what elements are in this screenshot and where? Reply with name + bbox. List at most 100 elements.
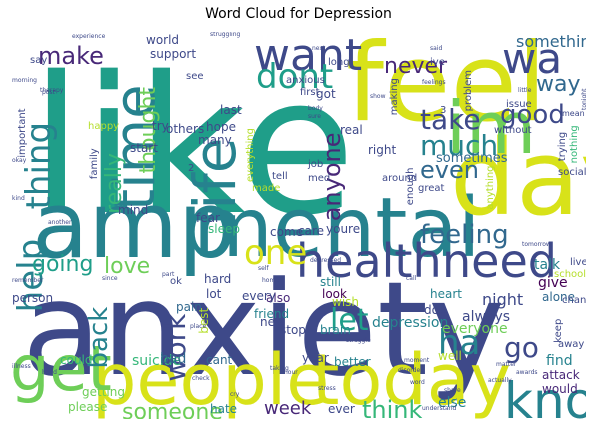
word-home: home <box>262 277 280 284</box>
word-change: change <box>562 295 586 306</box>
word-head: head <box>42 369 57 376</box>
word-stress: stress <box>318 385 336 392</box>
word-remember: remember <box>12 277 44 284</box>
word-hate: hate <box>210 402 238 416</box>
word-going: going <box>32 252 94 277</box>
word-see: see <box>186 71 204 82</box>
word-today: today <box>312 339 512 419</box>
word-enough: enough <box>405 167 416 206</box>
word-heart: heart <box>430 287 462 301</box>
word-better: better <box>334 355 371 369</box>
word-body: body <box>308 105 323 112</box>
word-another: another <box>48 219 72 226</box>
word-week: week <box>264 398 312 419</box>
word-self: self <box>258 265 269 272</box>
word-every: every <box>242 289 276 303</box>
word-sure: sure <box>308 113 321 120</box>
word-morning: morning <box>12 77 37 84</box>
word-everything: everything <box>245 128 256 182</box>
word-good: good <box>500 100 565 130</box>
word-alone: alone <box>542 290 576 304</box>
word-cant: cant <box>206 353 233 367</box>
word-something: something <box>516 32 586 51</box>
word-others: others <box>166 122 205 136</box>
word-anything: anything <box>485 165 496 210</box>
word-cry: cry <box>230 391 240 398</box>
word-understand: understand <box>422 405 457 412</box>
word-way: way <box>536 72 581 97</box>
word-well: well <box>438 349 462 363</box>
word-people: people <box>92 339 330 419</box>
word-take: take <box>420 103 481 136</box>
word-therapy: therapy <box>40 87 64 94</box>
word-talk: talk <box>534 257 561 273</box>
word-great: great <box>418 183 445 194</box>
word-making: making <box>389 78 400 116</box>
word-mind: mind <box>118 203 149 217</box>
word-word: word <box>410 379 425 386</box>
word-ive: ive <box>430 57 445 68</box>
word-suicide: suicide <box>132 353 182 369</box>
word-look: look <box>322 287 347 301</box>
word-im: im <box>446 86 537 170</box>
word-also: also <box>266 291 291 305</box>
word-since: since <box>102 275 118 282</box>
word-next: next <box>312 45 326 52</box>
word-else: else <box>438 395 467 411</box>
word-show: show <box>370 93 386 100</box>
word-kind: kind <box>12 195 25 202</box>
word-matter: matter <box>496 361 517 368</box>
word-think: think <box>362 396 423 419</box>
word-would: would <box>542 382 578 396</box>
word-youre: youre <box>326 222 361 236</box>
word-feel: feel <box>346 32 547 146</box>
chart-title: Word Cloud for Depression <box>205 6 392 22</box>
word-care: care <box>298 224 325 238</box>
word-health: health <box>296 234 442 288</box>
word-hope: hope <box>206 120 236 134</box>
word-got: got <box>316 87 336 101</box>
word-support: support <box>150 47 197 61</box>
word-share: share <box>444 387 461 394</box>
word-around: around <box>382 173 418 184</box>
word-love: love <box>104 254 151 279</box>
word-stop: stop <box>280 323 306 337</box>
word-world: world <box>146 33 180 47</box>
word-sleep: sleep <box>208 222 240 236</box>
word-experience: experience <box>72 33 106 40</box>
word-trying: trying <box>557 131 568 162</box>
word-depressed: depressed <box>310 257 342 264</box>
word-made: made <box>252 183 281 194</box>
word-still: still <box>320 275 341 289</box>
word-sometimes: sometimes <box>436 151 508 166</box>
word-job: job <box>308 159 324 170</box>
word-depression: depression <box>372 315 449 331</box>
word-place: place <box>190 323 207 330</box>
word-tomorrow: tomorrow <box>522 241 551 248</box>
word-even: even <box>420 156 479 184</box>
word-make: make <box>38 42 104 70</box>
word-day: day <box>450 117 586 239</box>
word-hard: hard <box>204 272 232 286</box>
word-start: start <box>130 141 158 155</box>
word-ever: ever <box>328 402 355 416</box>
word-school: school <box>554 269 586 280</box>
word-post: post <box>42 89 55 96</box>
word-little: little <box>518 87 532 94</box>
word-tell: tell <box>272 171 288 182</box>
word-let: let <box>330 303 369 338</box>
word-anxiety: anxiety <box>22 253 505 405</box>
word-give: give <box>538 275 568 291</box>
word-med: med <box>308 173 331 184</box>
word-struggling: struggling <box>210 32 241 38</box>
word-pain: pain <box>176 300 202 314</box>
word-happy: happy <box>88 121 120 132</box>
word-work: work <box>159 313 192 382</box>
word-problem: problem <box>463 70 474 112</box>
word-3: 3 <box>440 105 447 116</box>
word-mean: mean <box>562 109 585 118</box>
word-like: like <box>30 36 356 257</box>
word-tonight: tonight <box>581 88 586 111</box>
word-social: social <box>558 167 586 178</box>
word-awards: awards <box>516 369 538 376</box>
